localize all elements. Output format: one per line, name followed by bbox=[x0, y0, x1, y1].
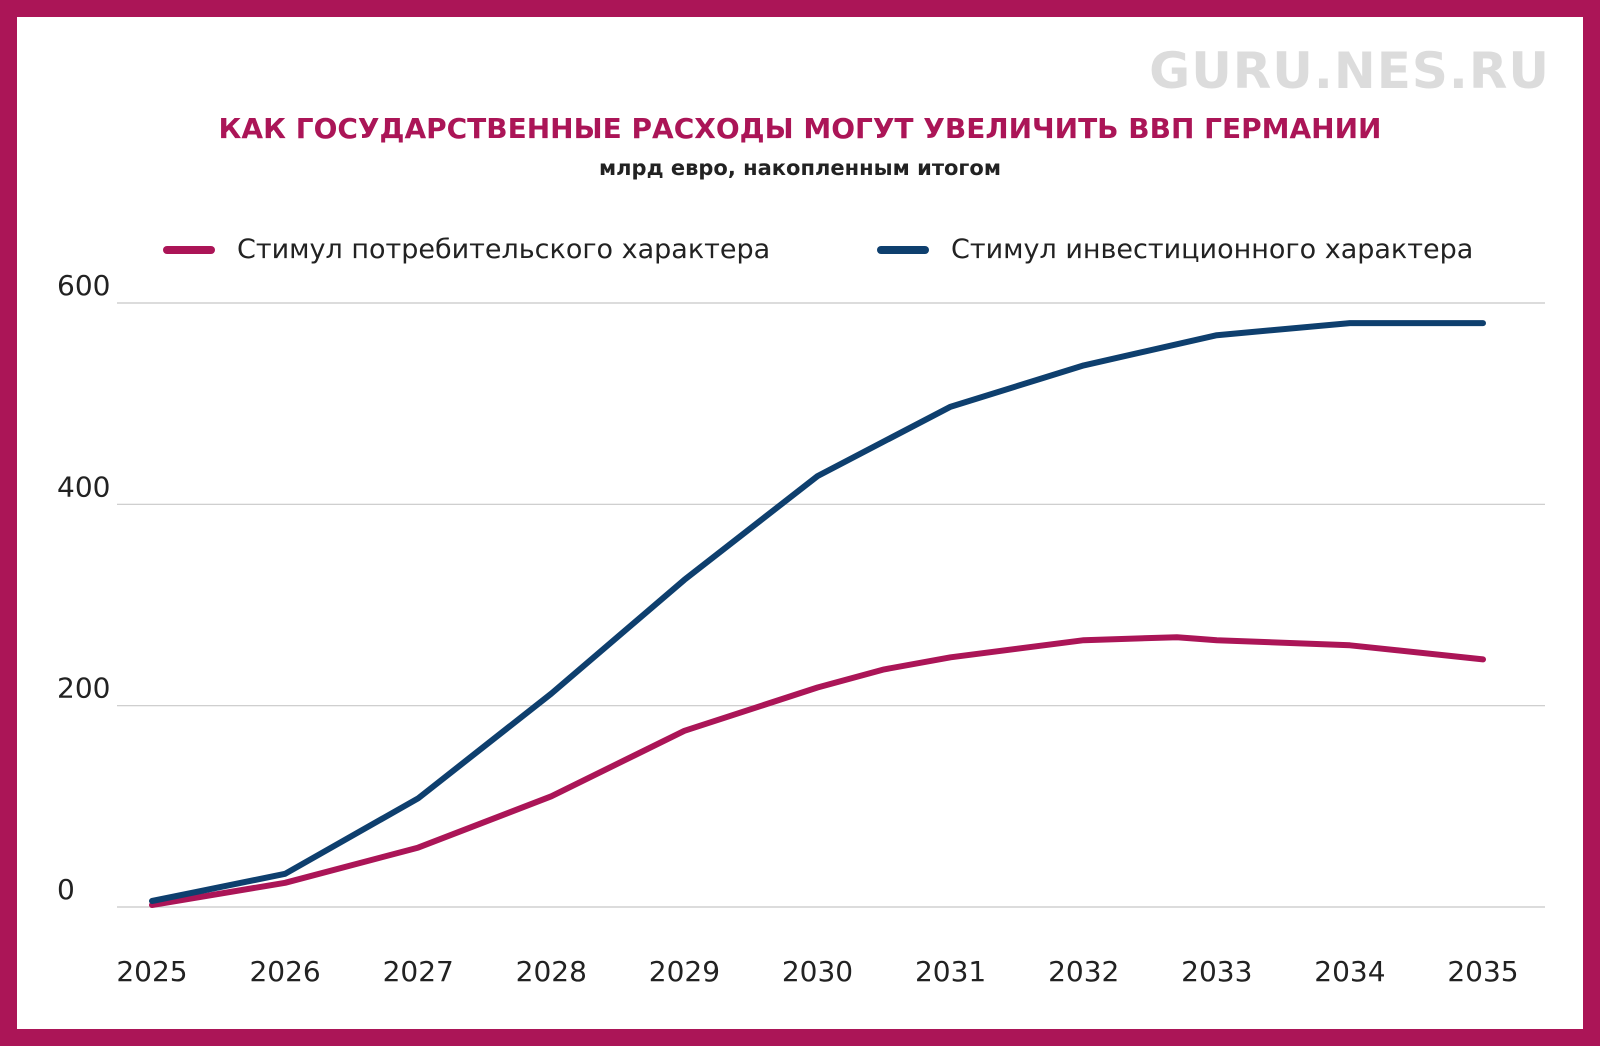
x-tick-label-2031: 2031 bbox=[915, 955, 986, 988]
x-tick-label-2027: 2027 bbox=[383, 955, 454, 988]
x-tick-label-2029: 2029 bbox=[649, 955, 720, 988]
x-tick-label-2030: 2030 bbox=[782, 955, 853, 988]
x-tick-label-2033: 2033 bbox=[1181, 955, 1252, 988]
x-tick-label-2034: 2034 bbox=[1314, 955, 1385, 988]
y-axis-ticks: 0 200 400 600 bbox=[57, 269, 110, 906]
y-tick-label-400: 400 bbox=[57, 470, 110, 503]
y-tick-label-200: 200 bbox=[57, 672, 110, 705]
y-tick-label-600: 600 bbox=[57, 269, 110, 302]
x-tick-label-2032: 2032 bbox=[1048, 955, 1119, 988]
legend-label-consumer: Стимул потребительского характера bbox=[237, 234, 771, 265]
x-tick-label-2025: 2025 bbox=[116, 955, 187, 988]
chart-title: КАК ГОСУДАРСТВЕННЫЕ РАСХОДЫ МОГУТ УВЕЛИЧ… bbox=[218, 112, 1382, 145]
legend-item-consumer: Стимул потребительского характера bbox=[163, 234, 770, 265]
series-lines bbox=[149, 320, 1486, 908]
x-axis-ticks: 2025 2026 2027 2028 2029 2030 2031 2032 2033 2034… bbox=[116, 955, 1518, 988]
legend-swatch-investment bbox=[877, 245, 929, 254]
x-tick-label-2026: 2026 bbox=[249, 955, 320, 988]
y-tick-label-0: 0 bbox=[57, 873, 75, 906]
legend-item-investment: Стимул инвестиционного характера bbox=[877, 234, 1473, 265]
series-line-investment bbox=[149, 320, 1486, 904]
x-tick-label-2028: 2028 bbox=[516, 955, 587, 988]
gridlines bbox=[117, 302, 1545, 908]
series-line-consumer bbox=[149, 634, 1486, 908]
watermark: GURU.NES.RU bbox=[1149, 42, 1550, 100]
legend-swatch-consumer bbox=[163, 245, 215, 254]
x-tick-label-2035: 2035 bbox=[1447, 955, 1518, 988]
legend-label-investment: Стимул инвестиционного характера bbox=[951, 234, 1474, 265]
chart-subtitle: млрд евро, накопленным итогом bbox=[599, 156, 1001, 180]
